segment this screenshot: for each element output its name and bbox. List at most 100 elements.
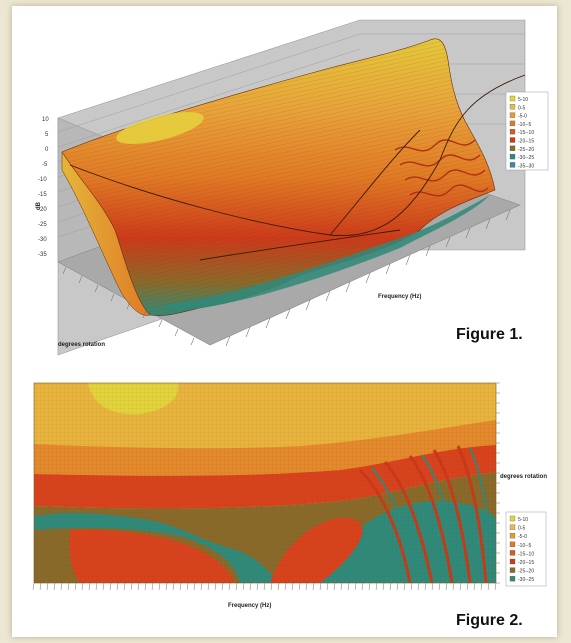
z-tick: -25	[38, 222, 47, 228]
legend-label: -20--15	[518, 560, 534, 566]
legend-label: -5-0	[518, 534, 527, 540]
x-tick-mark	[165, 582, 168, 591]
z-axis-ticks: 10 5 0 -5 -10 -15 -20 -25 -30 -35	[38, 117, 49, 258]
z-axis-title: dB	[36, 201, 42, 210]
depth-axis-ticks	[62, 266, 195, 346]
legend-swatch	[509, 524, 516, 530]
x-tick-mark	[130, 582, 133, 591]
x-tick-mark	[256, 582, 259, 591]
z-tick: -10	[38, 177, 47, 183]
x-tick-mark	[39, 582, 42, 591]
frequency-axis-title: Frequency (Hz)	[378, 294, 421, 300]
legend-label: -10--5	[518, 122, 532, 128]
x-tick-mark	[88, 582, 91, 591]
legend-label: -35--30	[518, 163, 534, 169]
x-tick-mark	[186, 582, 189, 591]
x-tick-mark	[172, 582, 175, 591]
legend-swatch	[509, 515, 516, 522]
x-tick-mark	[326, 582, 329, 591]
x-tick-mark	[270, 582, 273, 591]
heatmap-y-ticks	[496, 382, 500, 584]
x-tick-mark	[291, 582, 294, 591]
heatmap-y-axis-title: degrees rotation	[500, 474, 547, 480]
legend-swatch	[509, 104, 516, 110]
z-tick: -20	[38, 207, 47, 213]
x-tick-mark	[158, 582, 161, 591]
x-tick-mark	[200, 582, 203, 591]
x-tick-mark	[375, 582, 378, 591]
x-tick-mark	[403, 582, 406, 591]
figure2-legend: 5-10 0-5 -5-0 -10--5 -15--10 -20--15 -25--20 -3…	[505, 511, 547, 587]
x-tick-mark	[347, 582, 350, 591]
legend-swatch	[509, 112, 516, 118]
legend-swatch	[509, 567, 516, 573]
x-tick-mark	[67, 582, 70, 591]
x-tick-mark	[466, 582, 469, 591]
legend-label: 5-10	[518, 517, 528, 523]
x-tick-mark	[207, 582, 210, 591]
x-tick-mark	[123, 582, 126, 591]
x-tick-mark	[361, 582, 364, 591]
x-tick-mark	[431, 582, 434, 591]
x-tick-mark	[95, 582, 98, 591]
x-tick-mark	[179, 582, 182, 591]
legend-label: -15--10	[518, 551, 534, 557]
x-tick-mark	[193, 582, 196, 591]
x-tick-mark	[214, 582, 217, 591]
heatmap-x-ticks	[32, 582, 497, 591]
x-tick-mark	[459, 582, 462, 591]
surface-peak-region	[116, 112, 204, 144]
legend-label: -10--5	[518, 543, 532, 549]
x-tick-mark	[452, 582, 455, 591]
legend-swatch	[509, 129, 516, 135]
x-tick-mark	[382, 582, 385, 591]
legend-swatch	[509, 558, 516, 565]
legend-swatch	[509, 120, 516, 127]
x-tick-mark	[298, 582, 301, 591]
x-tick-mark	[81, 582, 84, 591]
x-tick-mark	[151, 582, 154, 591]
legend-swatch	[509, 162, 516, 168]
x-tick-mark	[417, 582, 420, 591]
legend-label: -30--25	[518, 577, 534, 583]
x-tick-mark	[368, 582, 371, 591]
legend-swatch	[509, 533, 516, 539]
figure1-label: Figure 1.	[456, 326, 523, 343]
x-tick-mark	[228, 582, 231, 591]
surface-left-slope	[61, 151, 151, 316]
x-tick-mark	[340, 582, 343, 591]
legend-swatch	[509, 550, 516, 556]
x-tick-mark	[137, 582, 140, 591]
depth-axis-title: degrees rotation	[58, 342, 105, 348]
z-tick: -5	[42, 162, 48, 168]
heatmap-grid	[34, 383, 496, 583]
x-tick-mark	[284, 582, 287, 591]
x-tick-mark	[277, 582, 280, 591]
x-tick-mark	[354, 582, 357, 591]
frequency-axis-ticks	[225, 209, 511, 347]
surface-contours	[69, 74, 526, 261]
x-tick-mark	[102, 582, 105, 591]
x-tick-mark	[109, 582, 112, 591]
x-tick-mark	[53, 582, 56, 591]
x-tick-mark	[305, 582, 308, 591]
legend-label: -15--10	[518, 130, 534, 136]
legend-swatch	[509, 541, 516, 547]
x-tick-mark	[424, 582, 427, 591]
x-tick-mark	[410, 582, 413, 591]
x-tick-mark	[396, 582, 399, 591]
legend-label: 0-5	[518, 105, 525, 111]
x-tick-mark	[32, 582, 35, 591]
figure1-chart: 10 5 0 -5 -10 -15 -20 -25 -30 -35 dB	[36, 19, 549, 356]
figure2-label: Figure 2.	[456, 612, 523, 629]
z-tick: -35	[38, 252, 47, 258]
legend-swatch	[509, 145, 516, 151]
x-tick-mark	[116, 582, 119, 591]
z-tick: -30	[38, 237, 47, 243]
x-tick-mark	[235, 582, 238, 591]
legend-label: -25--20	[518, 147, 534, 153]
x-tick-mark	[60, 582, 63, 591]
x-tick-mark	[263, 582, 266, 591]
x-tick-mark	[144, 582, 147, 591]
